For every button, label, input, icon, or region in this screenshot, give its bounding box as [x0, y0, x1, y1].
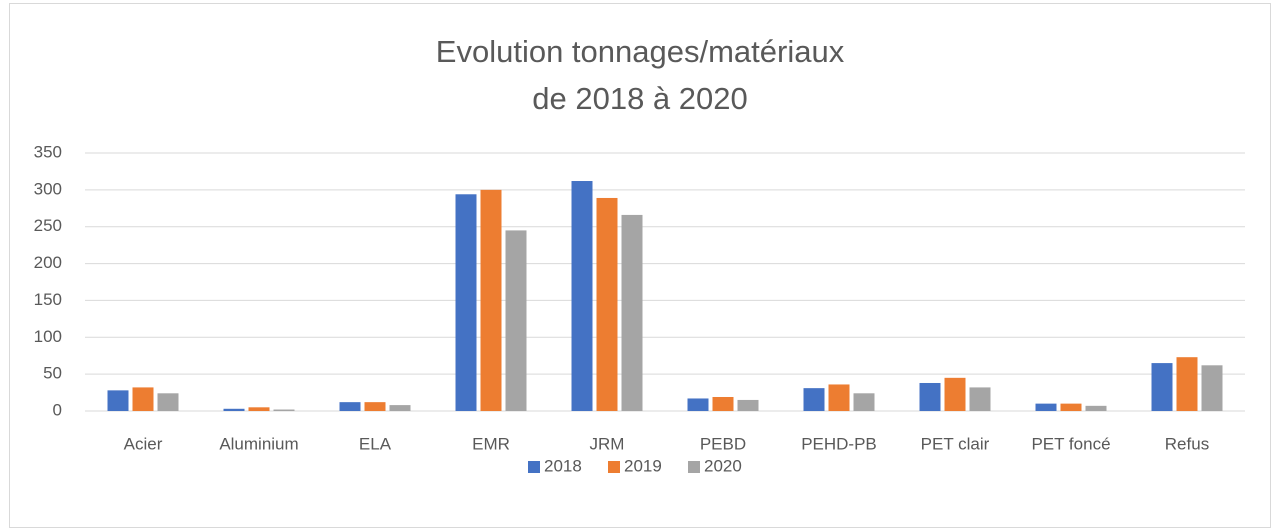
- x-tick-label: PEHD-PB: [801, 434, 877, 453]
- y-tick-label: 0: [53, 400, 62, 419]
- bar: [803, 388, 825, 411]
- bar: [596, 197, 618, 411]
- bar: [687, 398, 709, 411]
- legend-label: 2018: [544, 456, 582, 475]
- bar: [853, 393, 875, 411]
- bar: [157, 393, 179, 411]
- bar: [1151, 363, 1173, 411]
- bar: [389, 405, 411, 411]
- y-tick-label: 100: [34, 327, 62, 346]
- bar: [505, 230, 527, 411]
- bar: [132, 387, 154, 411]
- bar: [107, 390, 129, 411]
- legend-label: 2019: [624, 456, 662, 475]
- x-tick-label: Acier: [124, 434, 163, 453]
- bar: [621, 214, 643, 411]
- x-tick-label: ELA: [359, 434, 392, 453]
- y-tick-label: 200: [34, 253, 62, 272]
- x-tick-label: EMR: [472, 434, 510, 453]
- legend-swatch: [608, 461, 620, 473]
- x-tick-label: PET foncé: [1031, 434, 1110, 453]
- legend-swatch: [528, 461, 540, 473]
- bar: [712, 396, 734, 411]
- bar: [969, 387, 991, 411]
- bar: [944, 377, 966, 411]
- legend-label: 2020: [704, 456, 742, 475]
- bar: [248, 407, 270, 411]
- bar: [737, 399, 759, 411]
- y-tick-label: 350: [34, 142, 62, 161]
- x-tick-label: Refus: [1165, 434, 1209, 453]
- x-tick-label: JRM: [590, 434, 625, 453]
- bar: [480, 189, 502, 411]
- bar: [828, 384, 850, 411]
- y-tick-label: 300: [34, 179, 62, 198]
- bar: [273, 409, 295, 411]
- bar: [571, 181, 593, 411]
- bar: [223, 408, 245, 411]
- bar: [919, 382, 941, 411]
- bar: [1176, 357, 1198, 411]
- x-tick-label: PET clair: [921, 434, 990, 453]
- legend-swatch: [688, 461, 700, 473]
- bar: [1085, 405, 1107, 411]
- bar: [1060, 403, 1082, 411]
- chart-title: de 2018 à 2020: [532, 81, 748, 116]
- x-tick-label: Aluminium: [219, 434, 298, 453]
- y-tick-label: 50: [43, 364, 62, 383]
- bar: [364, 402, 386, 411]
- bar: [339, 402, 361, 411]
- bar: [1201, 365, 1223, 411]
- y-tick-label: 250: [34, 216, 62, 235]
- chart-title: Evolution tonnages/matériaux: [436, 34, 845, 69]
- y-tick-label: 150: [34, 290, 62, 309]
- bar: [455, 194, 477, 411]
- bar: [1035, 403, 1057, 411]
- x-tick-label: PEBD: [700, 434, 746, 453]
